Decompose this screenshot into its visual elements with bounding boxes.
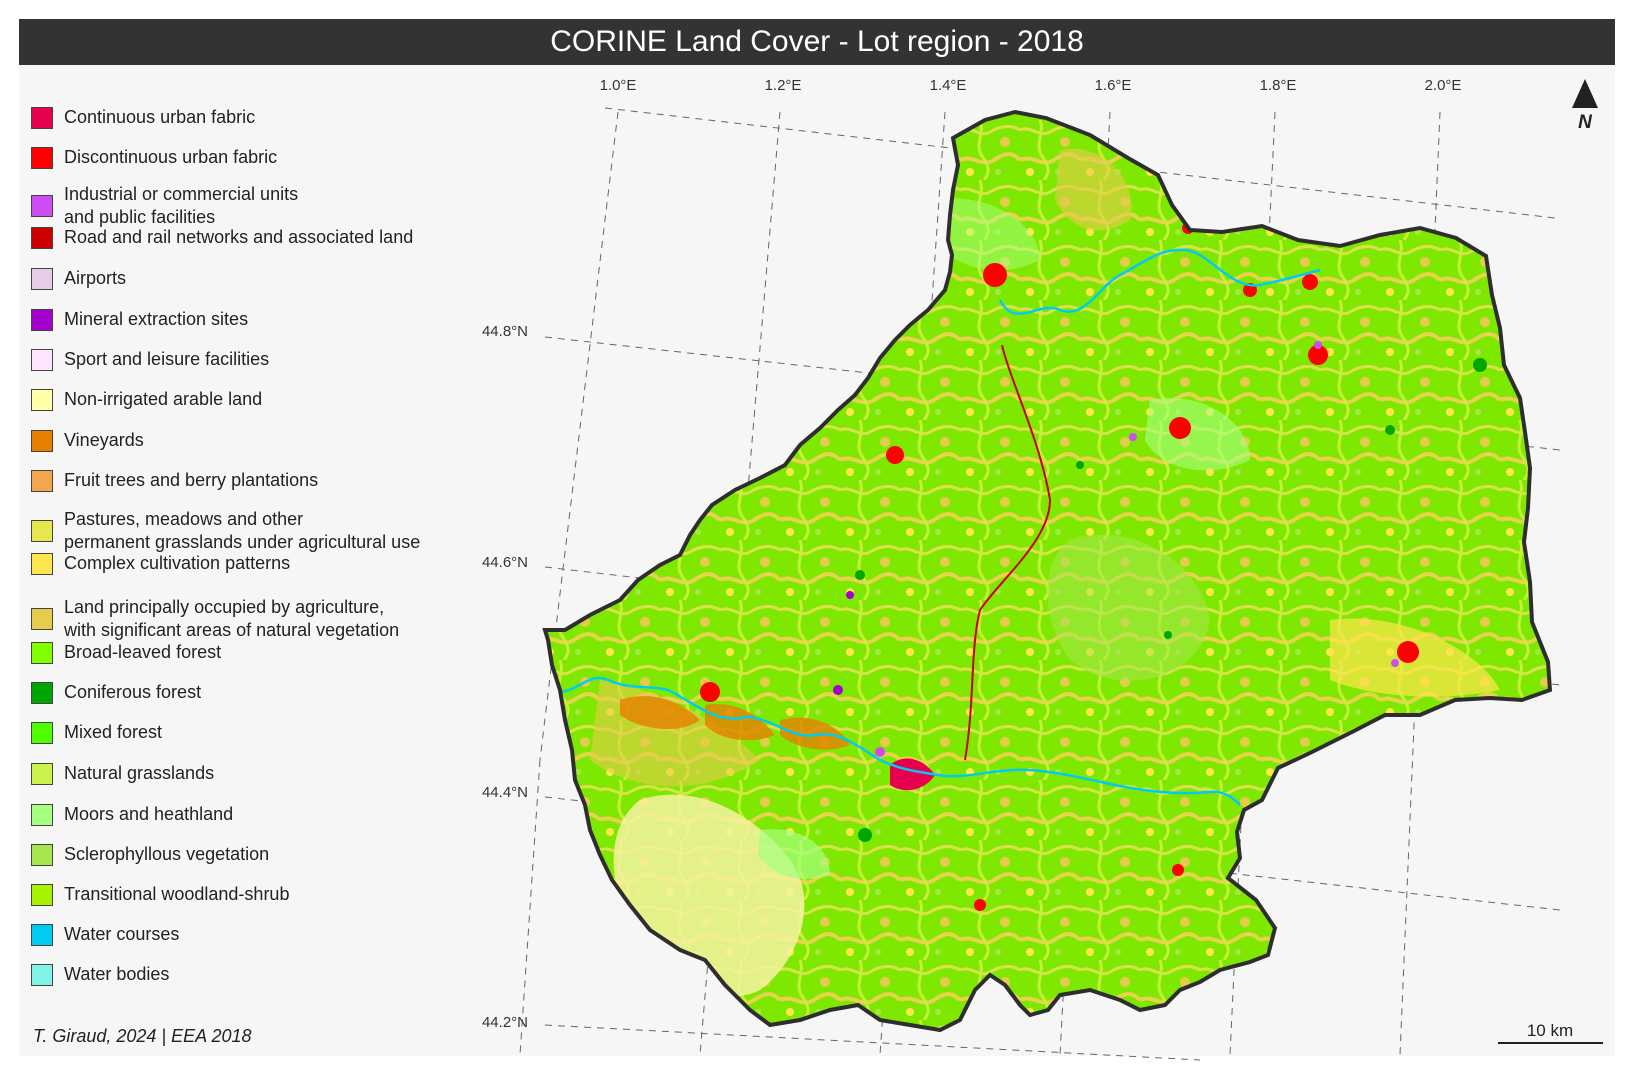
legend-item: Transitional woodland-shrub — [31, 883, 289, 906]
legend-label: Land principally occupied by agriculture… — [64, 597, 400, 640]
legend-label: Discontinuous urban fabric — [64, 147, 278, 167]
legend-item: Continuous urban fabric — [31, 106, 255, 129]
legend-swatch — [31, 883, 53, 906]
lat-label: 44.4°N — [482, 784, 528, 801]
legend-label: Moors and heathland — [64, 804, 234, 824]
legend-item: Land principally occupied by agriculture… — [31, 596, 399, 642]
legend-item: Road and rail networks and associated la… — [31, 226, 413, 249]
legend-label: Mineral extraction sites — [64, 309, 249, 329]
legend-label: Water courses — [64, 924, 180, 944]
legend-swatch — [31, 267, 53, 290]
legend-label: Water bodies — [64, 964, 170, 984]
legend-item: Sport and leisure facilities — [31, 348, 269, 371]
lat-label: 44.2°N — [482, 1014, 528, 1031]
legend-swatch — [31, 388, 53, 411]
map-title: CORINE Land Cover - Lot region - 2018 — [19, 19, 1615, 65]
legend-item: Moors and heathland — [31, 803, 233, 826]
legend-swatch — [31, 721, 53, 744]
north-arrow-icon — [1572, 79, 1598, 108]
legend-item: Complex cultivation patterns — [31, 552, 290, 575]
legend-label: Sport and leisure facilities — [64, 349, 270, 369]
legend-swatch — [31, 226, 53, 249]
legend-item: Industrial or commercial units and publi… — [31, 183, 298, 229]
region-boundary — [542, 109, 1553, 1033]
legend-swatch — [31, 641, 53, 664]
legend-item: Pastures, meadows and other permanent gr… — [31, 508, 420, 554]
legend-swatch — [31, 608, 53, 630]
legend-swatch — [31, 803, 53, 826]
lat-label: 44.8°N — [482, 323, 528, 340]
scale-bar: 10 km — [1498, 1021, 1603, 1044]
legend-swatch — [31, 469, 53, 492]
lon-label: 1.6°E — [1095, 77, 1132, 94]
legend-item: Mineral extraction sites — [31, 308, 248, 331]
legend-item: Non-irrigated arable land — [31, 388, 262, 411]
legend-item: Mixed forest — [31, 721, 162, 744]
lon-label: 1.8°E — [1260, 77, 1297, 94]
legend-swatch — [31, 963, 53, 986]
legend-label: Continuous urban fabric — [64, 107, 256, 127]
legend-label: Industrial or commercial units and publi… — [64, 184, 299, 227]
legend-swatch — [31, 520, 53, 542]
legend-swatch — [31, 762, 53, 785]
legend-label: Natural grasslands — [64, 763, 215, 783]
legend-swatch — [31, 308, 53, 331]
legend-label: Broad-leaved forest — [64, 642, 222, 662]
legend-swatch — [31, 146, 53, 169]
lon-label: 1.4°E — [930, 77, 967, 94]
lon-label: 2.0°E — [1425, 77, 1462, 94]
legend-item: Discontinuous urban fabric — [31, 146, 277, 169]
legend-swatch — [31, 552, 53, 575]
legend-item: Water courses — [31, 923, 179, 946]
legend-label: Vineyards — [64, 430, 144, 450]
legend-swatch — [31, 348, 53, 371]
legend-item: Fruit trees and berry plantations — [31, 469, 318, 492]
legend-swatch — [31, 106, 53, 129]
legend-swatch — [31, 843, 53, 866]
legend-label: Complex cultivation patterns — [64, 553, 291, 573]
scale-label: 10 km — [1527, 1021, 1573, 1040]
legend-swatch — [31, 429, 53, 452]
legend-item: Airports — [31, 267, 126, 290]
legend-label: Mixed forest — [64, 722, 163, 742]
legend-swatch — [31, 681, 53, 704]
north-arrow: N — [1572, 79, 1598, 133]
lon-label: 1.0°E — [600, 77, 637, 94]
lot-region-land-cover — [542, 109, 1553, 1033]
legend-label: Airports — [64, 268, 127, 288]
legend-swatch — [31, 195, 53, 217]
legend-label: Non-irrigated arable land — [64, 389, 263, 409]
legend-item: Water bodies — [31, 963, 169, 986]
credit: T. Giraud, 2024 | EEA 2018 — [33, 1026, 252, 1046]
legend-item: Sclerophyllous vegetation — [31, 843, 269, 866]
legend-label: Pastures, meadows and other permanent gr… — [64, 509, 421, 552]
legend-label: Fruit trees and berry plantations — [64, 470, 319, 490]
legend-item: Natural grasslands — [31, 762, 214, 785]
legend-label: Coniferous forest — [64, 682, 202, 702]
legend-item: Broad-leaved forest — [31, 641, 221, 664]
lat-label: 44.6°N — [482, 554, 528, 571]
legend-label: Road and rail networks and associated la… — [64, 227, 414, 247]
north-label: N — [1578, 112, 1593, 133]
legend-label: Transitional woodland-shrub — [64, 884, 290, 904]
legend-swatch — [31, 923, 53, 946]
legend-item: Coniferous forest — [31, 681, 201, 704]
legend-item: Vineyards — [31, 429, 144, 452]
lon-label: 1.2°E — [765, 77, 802, 94]
legend-label: Sclerophyllous vegetation — [64, 844, 270, 864]
